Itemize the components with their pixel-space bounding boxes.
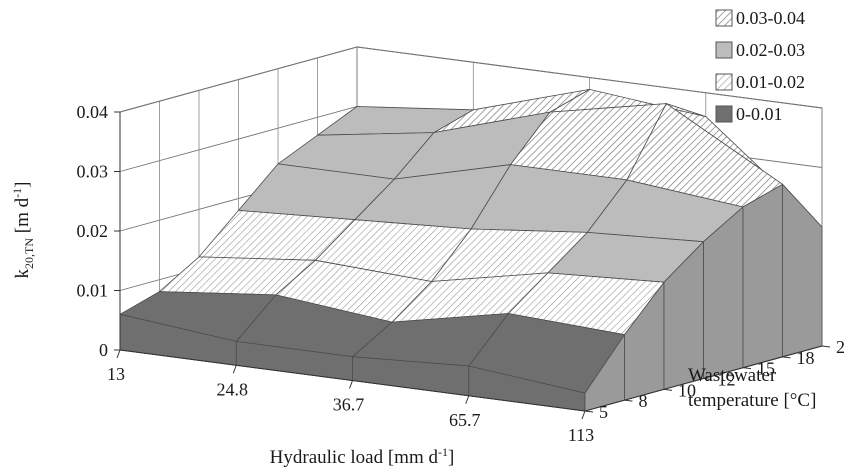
y-tick-mark [584, 410, 594, 413]
x-tick-label: 24.8 [217, 379, 249, 399]
legend-swatch [715, 73, 733, 91]
legend-label: 0-0.01 [736, 104, 783, 124]
x-tick-label: 13 [107, 364, 125, 384]
y-tick-label: 5 [599, 402, 608, 422]
y-tick-label: 10 [678, 380, 696, 400]
legend-swatch [715, 9, 733, 27]
z-tick-label: 0 [99, 340, 108, 360]
y-tick-label: 15 [757, 359, 775, 379]
y-tick-label: 12 [718, 370, 736, 390]
legend-label: 0.02-0.03 [736, 40, 805, 60]
y-tick-mark [703, 378, 712, 380]
surface-plot [119, 89, 823, 412]
y-axis-title-line2: temperature [°C] [688, 390, 816, 411]
legend-swatch [715, 105, 733, 123]
legend-label: 0.01-0.02 [736, 72, 805, 92]
z-tick-label: 0.01 [77, 281, 109, 301]
x-axis-title: Hydraulic load [mm d-1] [270, 445, 455, 468]
x-tick-mark [465, 395, 470, 404]
x-tick-mark [349, 380, 353, 389]
x-tick-label: 65.7 [449, 410, 481, 430]
x-tick-mark [116, 349, 121, 359]
z-tick-label: 0.04 [77, 102, 109, 122]
y-axis-title-line1: Wastewater [688, 365, 777, 386]
y-tick-mark [663, 388, 673, 391]
x-tick-mark [581, 410, 586, 420]
chart-legend: 0.03-0.04 0.02-0.03 0.01-0.02 0-0.01 [715, 8, 805, 124]
y-tick-label: 8 [639, 391, 648, 411]
y-tick-mark [821, 345, 831, 348]
x-tick-mark [232, 365, 237, 374]
z-tick-label: 0.02 [77, 221, 109, 241]
surface-side-face [742, 183, 783, 369]
x-tick-label: 113 [568, 425, 594, 445]
legend-swatch [715, 41, 733, 59]
y-tick-mark [624, 399, 633, 402]
z-tick-label: 0.03 [77, 162, 109, 182]
y-tick-mark [742, 367, 752, 370]
y-tick-label: 20 [836, 337, 845, 357]
z-axis-title: k20,TN [m d-1] [10, 182, 36, 279]
y-tick-mark [782, 356, 791, 359]
legend-label: 0.03-0.04 [736, 8, 805, 28]
x-tick-label: 36.7 [333, 395, 365, 415]
y-tick-label: 18 [797, 348, 815, 368]
